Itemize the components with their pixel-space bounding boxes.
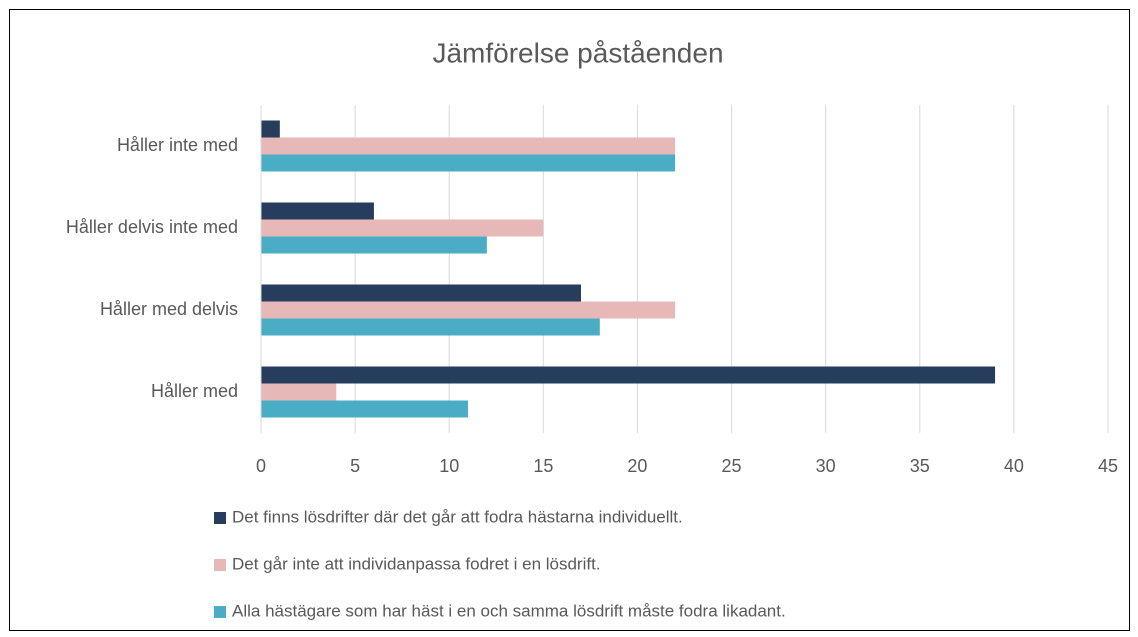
- bar: [261, 383, 337, 401]
- bar: [261, 400, 469, 418]
- y-tick-label: Håller inte med: [117, 135, 238, 155]
- legend-label: Alla hästägare som har häst i en och sam…: [232, 601, 786, 620]
- bar: [261, 236, 487, 254]
- bar: [261, 202, 374, 220]
- bar: [261, 284, 581, 302]
- x-tick-label: 35: [910, 456, 930, 476]
- bar: [261, 366, 996, 384]
- x-tick-label: 30: [816, 456, 836, 476]
- bar: [261, 154, 676, 172]
- bar: [261, 301, 676, 319]
- bar: [261, 219, 544, 237]
- bar: [261, 120, 280, 138]
- legend-label: Det finns lösdrifter där det går att fod…: [232, 507, 683, 526]
- y-tick-label: Håller med: [151, 381, 238, 401]
- y-tick-label: Håller med delvis: [100, 299, 238, 319]
- x-tick-label: 5: [350, 456, 360, 476]
- x-tick-label: 0: [256, 456, 266, 476]
- legend-label: Det går inte att individanpassa fodret i…: [232, 554, 601, 573]
- bar: [261, 137, 676, 155]
- x-tick-label: 45: [1098, 456, 1118, 476]
- legend-swatch: [214, 512, 226, 524]
- bar: [261, 318, 600, 336]
- x-tick-label: 25: [722, 456, 742, 476]
- chart-title: Jämförelse påståenden: [432, 37, 723, 68]
- legend-swatch: [214, 606, 226, 618]
- x-tick-label: 20: [627, 456, 647, 476]
- y-tick-label: Håller delvis inte med: [66, 217, 238, 237]
- x-tick-label: 15: [533, 456, 553, 476]
- legend-swatch: [214, 559, 226, 571]
- x-tick-label: 10: [439, 456, 459, 476]
- x-tick-label: 40: [1004, 456, 1024, 476]
